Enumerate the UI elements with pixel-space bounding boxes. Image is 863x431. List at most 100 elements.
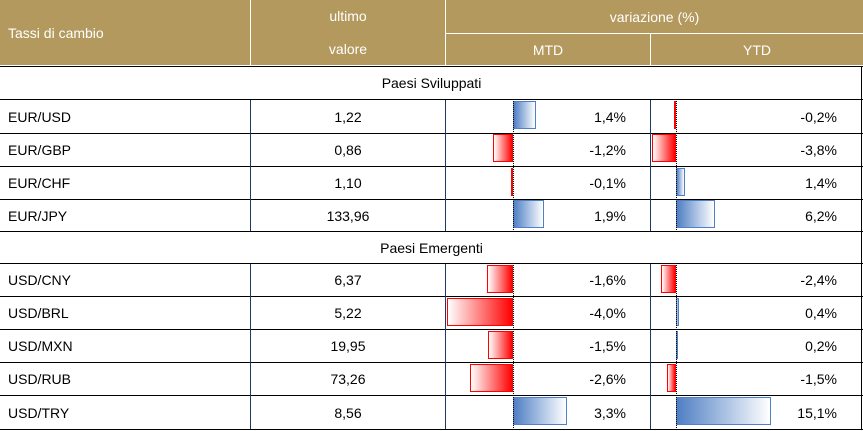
header-variazione: variazione (%) <box>446 0 863 33</box>
pair-label: EUR/CHF <box>8 175 71 191</box>
header-first-column: Tassi di cambio <box>0 0 250 65</box>
header-variazione-label: variazione (%) <box>609 8 700 25</box>
row-ytd: -2,4% <box>651 264 837 296</box>
row-pair: USD/CNY <box>8 264 248 296</box>
header-mtd-label: MTD <box>532 41 564 58</box>
rule <box>0 66 863 67</box>
column-divider <box>445 264 446 429</box>
mtd-bar-negative <box>447 298 513 326</box>
row-value: 73,26 <box>251 363 445 395</box>
header-mtd: MTD <box>446 34 650 65</box>
header-ultimo-column: ultimo valore <box>251 0 445 65</box>
column-divider <box>445 100 446 231</box>
row-mtd: -0,1% <box>446 167 626 199</box>
value-label: 6,37 <box>334 272 362 288</box>
row-ytd: 0,2% <box>651 330 837 362</box>
column-divider <box>250 100 251 231</box>
ytd-bar-positive <box>676 200 716 228</box>
header-divider-variazione <box>446 33 863 34</box>
rule <box>0 395 863 396</box>
header-divider-ultimo <box>250 0 251 65</box>
value-label: 5,22 <box>334 305 362 321</box>
row-pair: EUR/USD <box>8 100 248 133</box>
row-mtd: 1,9% <box>446 200 626 231</box>
ytd-bar-positive <box>676 397 772 425</box>
mtd-label: -1,2% <box>589 142 626 158</box>
row-pair: EUR/GBP <box>8 134 248 166</box>
row-pair: USD/TRY <box>8 396 248 429</box>
row-mtd: 1,4% <box>446 100 626 133</box>
row-mtd: -4,0% <box>446 297 626 329</box>
header-ultimo-line1: ultimo <box>329 8 367 25</box>
row-value: 8,56 <box>251 396 445 429</box>
column-divider <box>650 100 651 231</box>
rule <box>0 362 863 363</box>
ytd-label: -3,8% <box>800 142 837 158</box>
section-title-sviluppati: Paesi Sviluppati <box>0 67 863 99</box>
value-label: 19,95 <box>330 338 366 354</box>
ytd-bar-negative <box>652 134 676 162</box>
row-ytd: 1,4% <box>651 167 837 199</box>
zero-axis-line <box>676 265 678 428</box>
ytd-bar-negative <box>666 364 676 392</box>
row-ytd: 6,2% <box>651 200 837 231</box>
ytd-label: 0,4% <box>805 305 837 321</box>
mtd-bar-positive <box>513 397 568 425</box>
row-value: 5,22 <box>251 297 445 329</box>
pair-label: EUR/GBP <box>8 142 72 158</box>
header-divider-mtd <box>445 0 446 65</box>
row-pair: EUR/CHF <box>8 167 248 199</box>
row-ytd: -1,5% <box>651 363 837 395</box>
rule <box>0 296 863 297</box>
table-right-border <box>861 66 862 430</box>
value-label: 8,56 <box>334 404 362 421</box>
pair-label: USD/MXN <box>8 338 73 354</box>
mtd-bar-negative <box>493 134 513 162</box>
value-label: 73,26 <box>330 371 366 387</box>
row-value: 19,95 <box>251 330 445 362</box>
header-ytd: YTD <box>651 34 863 65</box>
mtd-bar-negative <box>488 331 513 359</box>
value-label: 133,96 <box>326 207 370 224</box>
row-ytd: 0,4% <box>651 297 837 329</box>
rule <box>0 199 863 200</box>
pair-label: USD/BRL <box>8 305 69 321</box>
row-value: 6,37 <box>251 264 445 296</box>
header-first-column-label: Tassi di cambio <box>8 24 104 41</box>
rule <box>0 329 863 330</box>
rule <box>0 166 863 167</box>
row-value: 0,86 <box>251 134 445 166</box>
rule <box>0 429 863 430</box>
ytd-bar-negative <box>674 101 676 129</box>
zero-axis-line <box>513 265 515 428</box>
zero-axis-line <box>513 101 515 230</box>
row-value: 1,22 <box>251 100 445 133</box>
ytd-label: -0,2% <box>800 108 837 125</box>
mtd-bar-negative <box>470 364 513 392</box>
mtd-label: -1,5% <box>589 338 626 354</box>
header-divider-ytd <box>650 34 651 65</box>
mtd-bar-positive <box>513 101 537 129</box>
pair-label: USD/CNY <box>8 272 72 288</box>
row-ytd: -3,8% <box>651 134 837 166</box>
rule <box>0 99 863 100</box>
row-value: 1,10 <box>251 167 445 199</box>
row-mtd: 3,3% <box>446 396 626 429</box>
mtd-label: -1,6% <box>589 272 626 288</box>
row-pair: EUR/JPY <box>8 200 248 231</box>
ytd-label: -1,5% <box>800 371 837 387</box>
row-pair: USD/RUB <box>8 363 248 395</box>
row-ytd: -0,2% <box>651 100 837 133</box>
row-mtd: -1,5% <box>446 330 626 362</box>
mtd-bar-positive <box>513 200 545 228</box>
mtd-label: 1,9% <box>594 207 626 224</box>
rule <box>0 263 863 264</box>
row-mtd: -1,6% <box>446 264 626 296</box>
ytd-label: 0,2% <box>805 338 837 354</box>
pair-label: EUR/JPY <box>8 207 68 224</box>
section-title-sviluppati-label: Paesi Sviluppati <box>381 75 482 91</box>
rule <box>0 133 863 134</box>
pair-label: EUR/USD <box>8 108 72 125</box>
header-ultimo-line2: valore <box>328 40 368 57</box>
row-ytd: 15,1% <box>651 396 837 429</box>
